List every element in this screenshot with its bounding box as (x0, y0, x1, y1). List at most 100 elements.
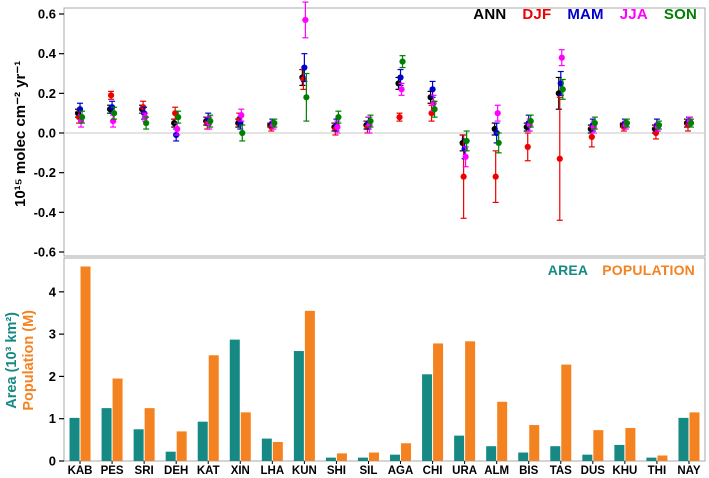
population-bar (433, 343, 444, 461)
trend-point-djf (460, 173, 467, 180)
trend-point-son (110, 110, 118, 117)
population-bar (336, 453, 347, 461)
trend-point-ann (171, 119, 178, 127)
trend-point-son (239, 129, 246, 137)
population-bar (304, 310, 315, 461)
trend-point-jja (398, 86, 405, 93)
trend-point-jja (174, 125, 181, 133)
population-bar (112, 378, 123, 461)
trend-point-son (175, 114, 182, 121)
trend-point-son (655, 121, 663, 129)
legend-item-ann: ANN (473, 6, 507, 23)
trend-point-jja (494, 110, 501, 117)
trend-point-djf (588, 133, 595, 141)
population-bar (561, 364, 572, 461)
trend-point-djf (492, 173, 499, 180)
population-bar (240, 412, 251, 461)
area-bar (486, 446, 497, 461)
trend-y-axis-label: 10¹⁵ molec cm⁻² yr⁻¹ (12, 60, 29, 208)
legend-item-djf: DJF (522, 6, 552, 23)
trend-legend: ANN DJF MAM JJA SON (473, 6, 697, 23)
area-bar (518, 452, 529, 461)
x-category-label: KAT (197, 465, 220, 477)
trend-point-mam (301, 64, 308, 71)
trend-panel-frame (63, 7, 706, 257)
population-bar (465, 341, 476, 461)
trend-y-tick-label: 0.6 (38, 7, 56, 22)
x-category-label: DEH (164, 465, 188, 477)
trend-point-son (367, 118, 374, 125)
trend-point-jja (334, 123, 341, 131)
bars-y-axis-label: Area (10³ km²) Population (M) (4, 258, 37, 462)
trend-point-son (143, 119, 150, 127)
x-category-label: THI (648, 465, 667, 477)
area-bar (454, 435, 465, 461)
trend-point-jja (558, 54, 565, 61)
trend-point-jja (462, 153, 469, 160)
population-bar (401, 443, 412, 461)
area-bar (422, 374, 433, 461)
x-category-label: TAS (550, 465, 572, 477)
legend-item-population: POPULATION (602, 262, 695, 278)
x-category-label: SRI (135, 465, 154, 477)
population-bar (176, 431, 187, 461)
trend-point-son (303, 94, 310, 101)
x-category-label: LHA (261, 465, 285, 477)
legend-item-area: AREA (547, 262, 589, 278)
trend-point-djf (524, 143, 531, 150)
area-bar (678, 417, 689, 461)
trend-point-djf (556, 155, 563, 162)
area-bar (390, 454, 401, 461)
bars-legend: AREA POPULATION (548, 262, 695, 278)
trend-point-son (335, 114, 342, 121)
area-bar (646, 457, 657, 461)
x-category-label: KHU (612, 465, 637, 477)
population-bar (593, 430, 604, 461)
x-category-label: KAB (68, 465, 93, 477)
bars-y-axis-label-population: Population (M) (21, 309, 37, 411)
area-bar (293, 351, 304, 461)
area-bar (325, 457, 336, 461)
x-category-label: URA (452, 465, 477, 477)
trend-point-mam (397, 74, 404, 81)
x-category-label: SIL (360, 465, 378, 477)
trend-point-djf (396, 114, 403, 121)
population-bar (80, 266, 91, 461)
trend-point-son (623, 119, 630, 127)
trend-point-son (591, 119, 598, 127)
x-category-label: XIN (231, 465, 250, 477)
area-bar (550, 446, 561, 461)
bars-y-tick-label: 3 (49, 327, 56, 342)
trend-point-son (495, 139, 502, 147)
bars-y-axis-label-area: Area (10³ km²) (4, 311, 20, 409)
trend-y-tick-label: -0.2 (34, 165, 56, 180)
legend-item-mam: MAM (567, 6, 604, 23)
area-bar (261, 438, 272, 461)
trend-y-tick-label: 0.4 (38, 46, 57, 61)
area-bar (101, 408, 112, 461)
x-category-label: BIS (519, 465, 539, 477)
population-bar (272, 441, 283, 461)
population-bar (208, 355, 219, 461)
trend-point-son (431, 106, 438, 113)
x-category-label: ALM (484, 465, 509, 477)
trend-point-jja (302, 16, 309, 24)
x-category-label: DUS (581, 465, 606, 477)
trend-point-mam (429, 86, 436, 93)
area-bar (69, 417, 80, 461)
area-bar (614, 444, 625, 461)
trend-y-tick-label: 0.0 (38, 126, 56, 141)
bars-y-tick-label: 4 (49, 284, 57, 299)
trend-point-jja (238, 112, 245, 119)
trend-y-tick-label: -0.6 (34, 245, 56, 260)
x-category-label: KUN (292, 465, 317, 477)
trend-point-son (463, 137, 470, 145)
population-bar (689, 412, 700, 461)
x-category-label: AGA (388, 465, 414, 477)
trend-y-tick-label: -0.4 (34, 205, 57, 220)
area-bar (133, 429, 144, 461)
trend-point-djf (107, 92, 115, 99)
population-bar (529, 425, 540, 461)
